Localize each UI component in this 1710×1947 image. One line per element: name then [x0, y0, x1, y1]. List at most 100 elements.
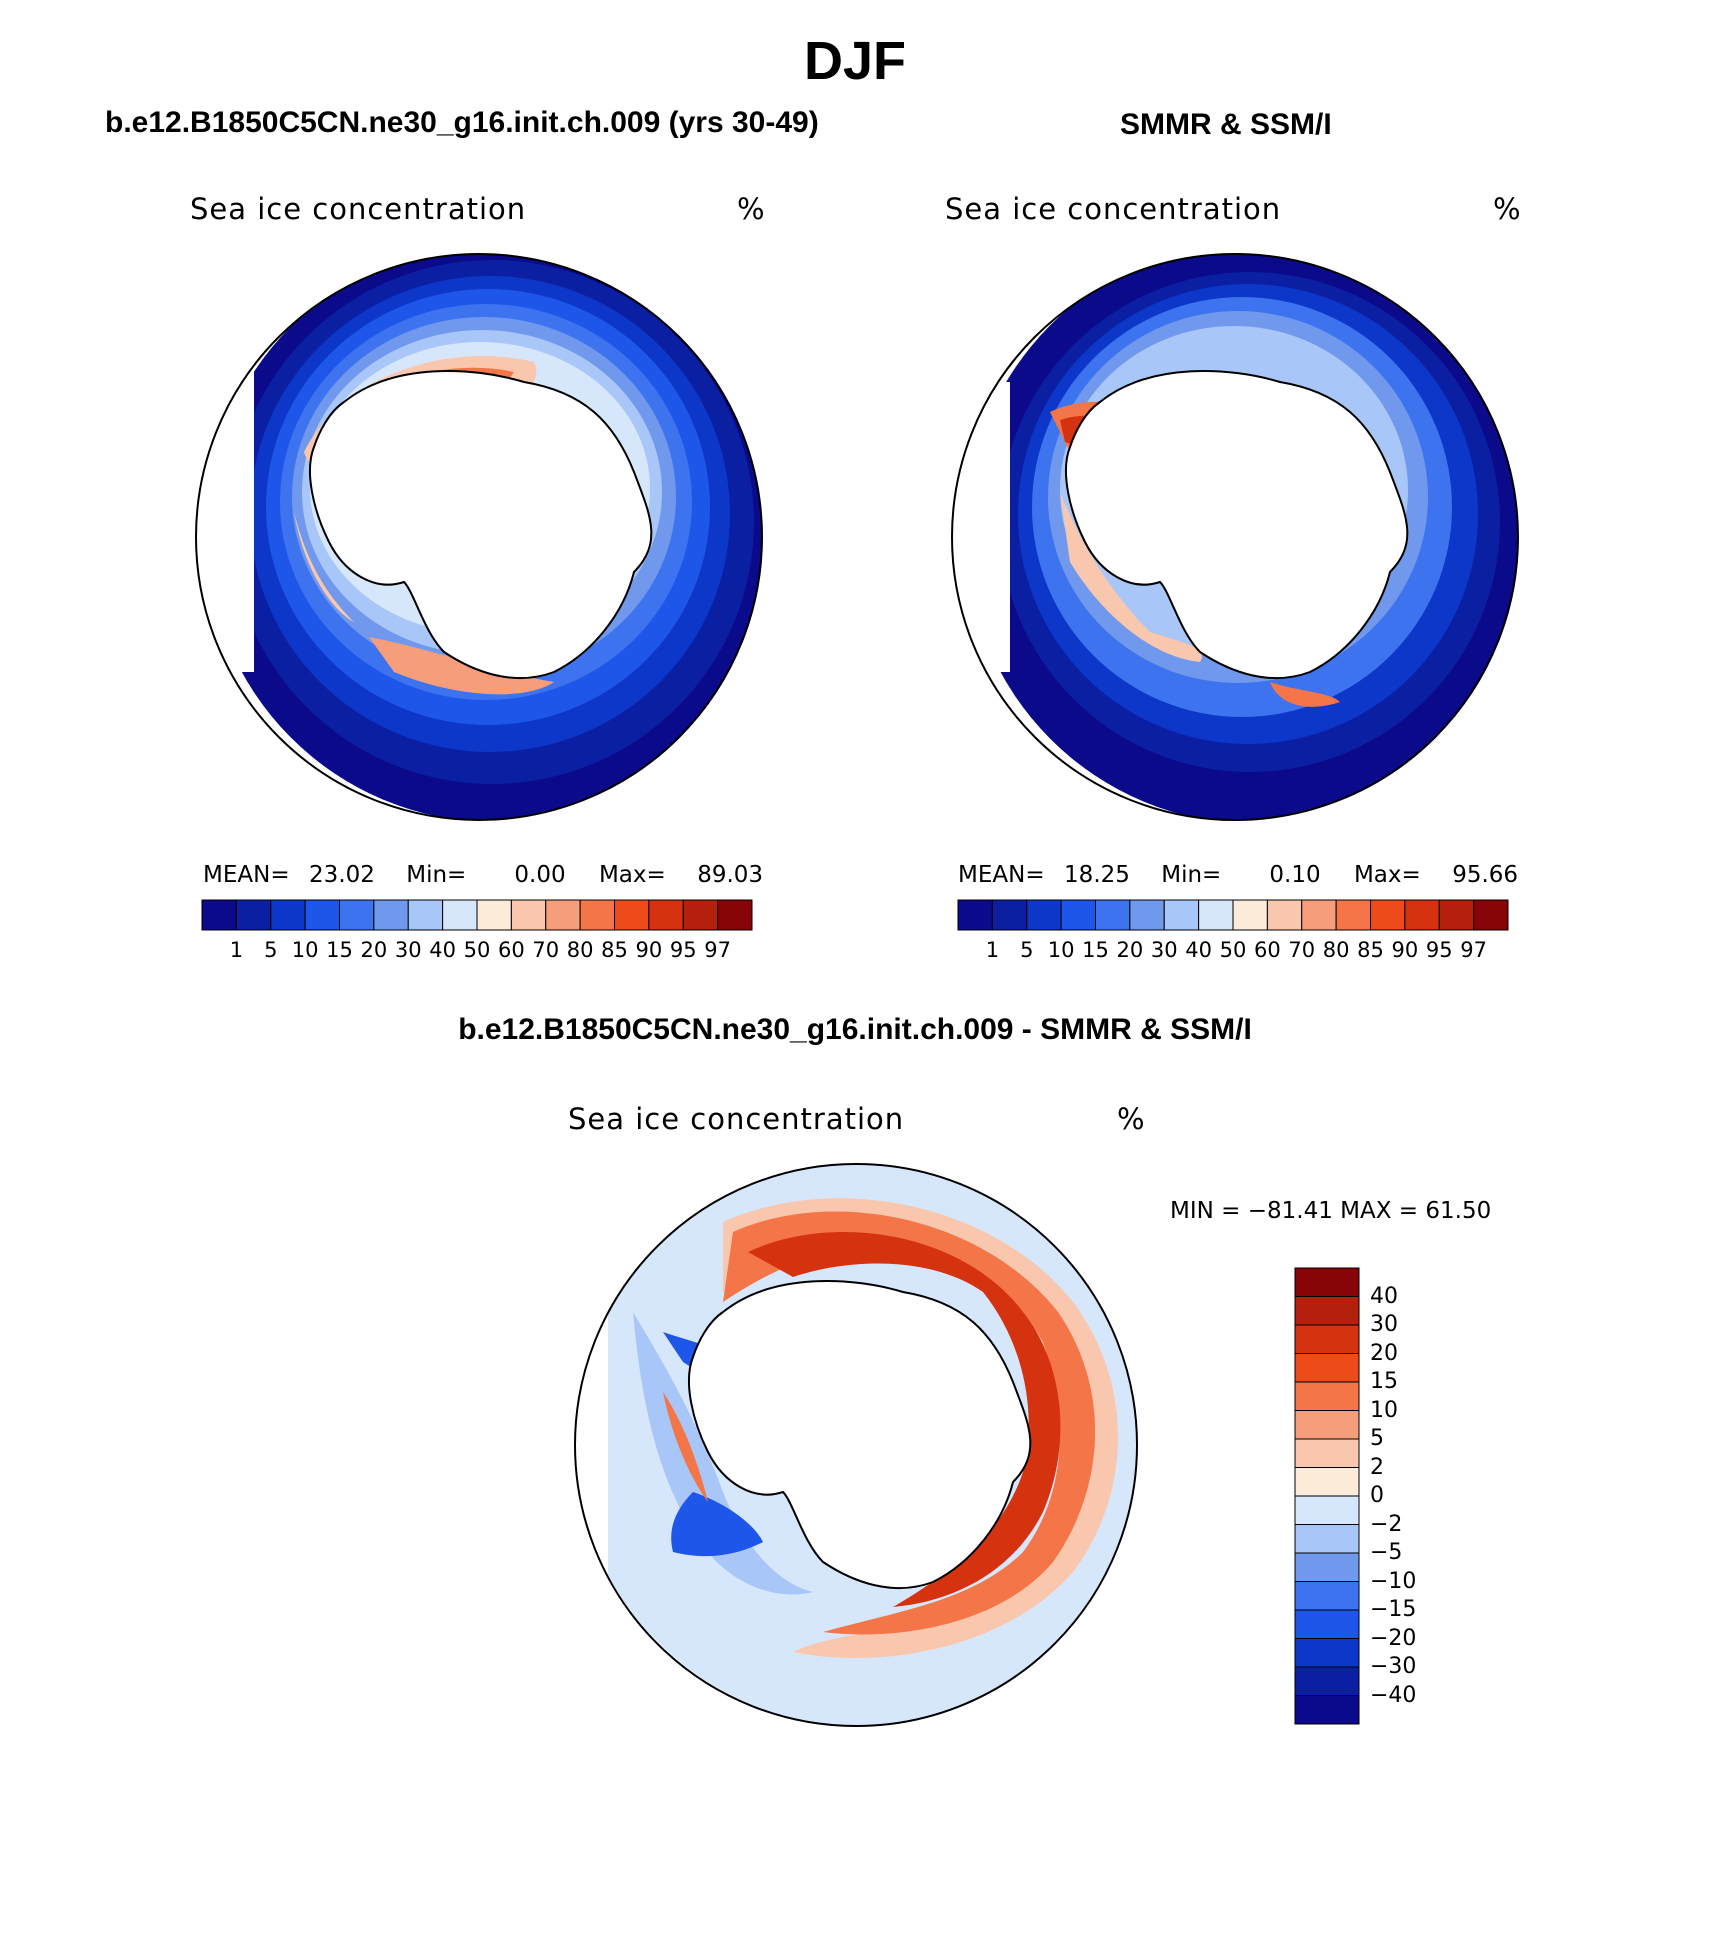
obs-colorbar-swatch	[957, 899, 993, 931]
model-colorbar-tick-label: 70	[532, 938, 560, 962]
model-stats: MEAN= 23.02 Min= 0.00 Max= 89.03	[203, 862, 763, 888]
diff-colorbar-swatch	[1294, 1267, 1360, 1297]
diff-variable-label: Sea ice concentration	[568, 1102, 905, 1136]
diff-colorbar-ticks: 40 30 20 15 10 5 2 0 −2 −5 −10 −15 −20 −30 −40	[1370, 1268, 1430, 1724]
obs-units-label: %	[1493, 192, 1521, 226]
obs-colorbar-tick-label: 20	[1116, 938, 1144, 962]
model-colorbar-tick-label: 10	[291, 938, 319, 962]
model-colorbar	[201, 899, 753, 931]
diff-colorbar-tick-label: 15	[1370, 1369, 1398, 1394]
obs-colorbar-swatch	[991, 899, 1028, 931]
obs-colorbar-tick-label: 85	[1357, 938, 1384, 962]
obs-colorbar-tick-label: 70	[1288, 938, 1316, 962]
model-colorbar-tick-label: 85	[601, 938, 628, 962]
obs-colorbar-swatch	[1301, 899, 1337, 931]
model-colorbar-swatch	[339, 899, 375, 931]
diff-colorbar-tick-label: −10	[1370, 1568, 1417, 1594]
model-colorbar-tick-label: 5	[264, 938, 278, 962]
model-colorbar-tick-label: 90	[635, 938, 663, 962]
obs-colorbar-ticks: 1 5 10 15 20 30 40 50 60 70 80 85 90 95 97	[958, 938, 1508, 966]
diff-colorbar-swatch	[1294, 1695, 1360, 1725]
model-colorbar-tick-label: 40	[429, 938, 456, 962]
obs-colorbar-swatch	[1370, 899, 1406, 931]
obs-stats: MEAN= 18.25 Min= 0.10 Max= 95.66	[958, 862, 1518, 888]
obs-colorbar-swatch	[1198, 899, 1234, 931]
model-colorbar-swatch	[648, 899, 684, 931]
diff-colorbar-tick-label: −15	[1370, 1597, 1417, 1622]
obs-colorbar-swatch	[1404, 899, 1440, 931]
obs-colorbar-tick-label: 40	[1185, 938, 1212, 962]
diff-colorbar-tick-label: 5	[1370, 1426, 1384, 1451]
obs-colorbar-tick-label: 60	[1254, 938, 1281, 962]
obs-colorbar-swatch	[1438, 899, 1475, 931]
model-colorbar-swatch	[476, 899, 512, 931]
model-colorbar-swatch	[235, 899, 272, 931]
difference-polar-map	[574, 1163, 1138, 1727]
model-min-label: Min=	[406, 862, 467, 888]
diff-units-label: %	[1117, 1102, 1145, 1136]
obs-colorbar-swatch	[1095, 899, 1131, 931]
obs-colorbar-swatch	[1129, 899, 1165, 931]
obs-max-value: 95.66	[1452, 862, 1519, 888]
obs-colorbar-swatch	[1266, 899, 1303, 931]
model-colorbar-swatch	[717, 899, 753, 931]
diff-colorbar-tick-label: −30	[1370, 1654, 1417, 1679]
model-colorbar-tick-label: 97	[704, 938, 731, 962]
main-title: DJF	[803, 31, 906, 91]
obs-variable-label: Sea ice concentration	[945, 192, 1282, 226]
model-colorbar-tick-label: 15	[326, 938, 353, 962]
diff-colorbar-tick-label: 20	[1370, 1340, 1398, 1366]
obs-colorbar-swatch	[1163, 899, 1200, 931]
model-colorbar-tick-label: 50	[463, 938, 491, 962]
diff-colorbar-swatch	[1294, 1381, 1360, 1411]
diff-colorbar-swatch	[1294, 1666, 1360, 1696]
obs-colorbar-tick-label: 5	[1020, 938, 1034, 962]
diff-colorbar-tick-label: 40	[1370, 1283, 1398, 1309]
model-colorbar-tick-label: 60	[498, 938, 525, 962]
diff-colorbar-swatch	[1294, 1552, 1360, 1582]
diff-colorbar-swatch	[1294, 1438, 1360, 1468]
model-panel-title: b.e12.B1850C5CN.ne30_g16.init.ch.009 (yr…	[105, 106, 819, 139]
model-colorbar-swatch	[373, 899, 409, 931]
model-colorbar-tick-label: 80	[566, 938, 594, 962]
model-colorbar-swatch	[545, 899, 581, 931]
obs-colorbar-swatch	[1473, 899, 1509, 931]
obs-colorbar-tick-label: 80	[1322, 938, 1350, 962]
model-colorbar-swatch	[201, 899, 237, 931]
diff-colorbar-swatch	[1294, 1638, 1360, 1668]
diff-colorbar-swatch	[1294, 1581, 1360, 1611]
obs-colorbar-swatch	[1335, 899, 1371, 931]
model-colorbar-tick-label: 95	[669, 938, 697, 962]
diff-colorbar	[1294, 1267, 1360, 1725]
obs-min-value: 0.10	[1269, 862, 1321, 888]
obs-colorbar-tick-label: 15	[1082, 938, 1109, 962]
diff-colorbar-tick-label: 2	[1370, 1454, 1384, 1480]
diff-panel-title: b.e12.B1850C5CN.ne30_g16.init.ch.009 - S…	[458, 1013, 1252, 1046]
model-colorbar-swatch	[304, 899, 340, 931]
model-mean-label: MEAN=	[203, 862, 290, 888]
obs-min-label: Min=	[1161, 862, 1222, 888]
model-colorbar-swatch	[270, 899, 306, 931]
obs-polar-map	[951, 253, 1519, 821]
model-colorbar-swatch	[510, 899, 547, 931]
model-colorbar-swatch	[579, 899, 615, 931]
diff-colorbar-tick-label: 10	[1370, 1397, 1398, 1423]
model-colorbar-tick-label: 30	[394, 938, 422, 962]
model-colorbar-ticks: 1 5 10 15 20 30 40 50 60 70 80 85 90 95 97	[202, 938, 752, 966]
obs-colorbar-tick-label: 30	[1150, 938, 1178, 962]
model-colorbar-tick-label: 1	[229, 938, 244, 962]
obs-colorbar-tick-label: 97	[1460, 938, 1487, 962]
model-polar-map	[195, 253, 763, 821]
obs-max-label: Max=	[1353, 862, 1421, 888]
diff-minmax: MIN = −81.41 MAX = 61.50	[1170, 1198, 1492, 1224]
obs-colorbar-tick-label: 10	[1047, 938, 1075, 962]
model-max-label: Max=	[598, 862, 666, 888]
diff-colorbar-swatch	[1294, 1467, 1360, 1497]
model-colorbar-swatch	[407, 899, 444, 931]
obs-colorbar-tick-label: 90	[1391, 938, 1419, 962]
obs-mean-label: MEAN=	[958, 862, 1045, 888]
diff-colorbar-swatch	[1294, 1410, 1360, 1440]
obs-colorbar-swatch	[1026, 899, 1062, 931]
model-colorbar-swatch	[614, 899, 650, 931]
obs-colorbar-swatch	[1232, 899, 1268, 931]
